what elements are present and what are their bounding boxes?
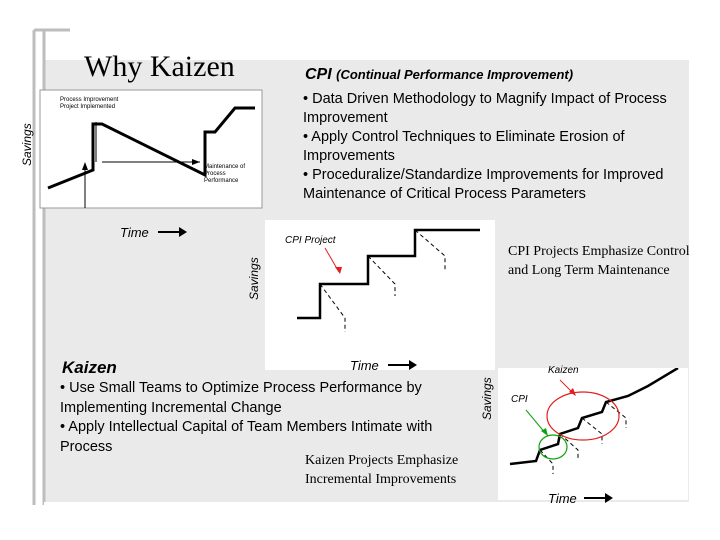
page-title: Why Kaizen <box>84 50 235 83</box>
diagram3-axis-y: Savings <box>480 377 494 420</box>
diagram2-dash <box>414 229 446 270</box>
diagram1-arrowhead-up <box>82 162 88 170</box>
diagram3-incremental-line <box>509 368 679 466</box>
diagram3-graphic <box>509 368 679 474</box>
diagram1-graphic <box>47 106 255 208</box>
diagram2-dash <box>319 283 346 332</box>
diagram2-time-arrow <box>388 360 417 370</box>
diagram2-axis-x: Time <box>350 358 379 373</box>
diagram1-time-arrow <box>158 227 187 237</box>
diagram2-pointer-arrowhead <box>335 267 342 274</box>
diagram3-axis-x: Time <box>548 491 577 506</box>
diagram1-box <box>39 89 263 209</box>
diagram2-label: CPI Project <box>285 235 336 246</box>
kaizen-heading: Kaizen <box>62 358 117 377</box>
diagram3-cpi-ellipse <box>538 434 568 460</box>
diagram3-dash <box>559 433 579 460</box>
diagram2-dash <box>367 255 396 296</box>
diagram2-staircase <box>297 228 480 320</box>
diagram1-label-project: Process Improvement Project Implemented <box>60 97 119 110</box>
kaizen-bullet-list: • Use Small Teams to Optimize Process Pe… <box>60 379 470 457</box>
diagram3-dash <box>581 417 603 444</box>
diagram1-axis-y: Savings <box>20 123 34 166</box>
diagram2-axis-y: Savings <box>247 257 261 300</box>
diagram3-dash <box>605 401 627 428</box>
diagram1-savings-line <box>47 106 255 190</box>
cpi-heading-sub: (Continual Performance Improvement) <box>336 67 574 82</box>
cpi-bullet: • Data Driven Methodology to Magnify Imp… <box>303 91 667 126</box>
diagram3-time-arrow <box>584 493 613 503</box>
kaizen-note: Kaizen Projects Emphasize Incremental Im… <box>305 453 459 487</box>
diagram1-arrowhead-right <box>192 159 200 165</box>
kaizen-bullet: • Use Small Teams to Optimize Process Pe… <box>60 380 422 416</box>
cpi-heading-main: CPI <box>305 66 332 83</box>
diagram2-graphic <box>297 228 480 332</box>
cpi-bullet-list: • Data Driven Methodology to Magnify Imp… <box>303 90 698 204</box>
diagram3-kaizen-ellipse <box>546 391 620 441</box>
diagram1-axis-x: Time <box>120 225 149 240</box>
cpi-heading: CPI (Continual Performance Improvement) <box>305 66 573 84</box>
cpi-bullet: • Proceduralize/Standardize Improvements… <box>303 167 664 202</box>
cpi-note: CPI Projects Emphasize Control and Long … <box>508 244 690 278</box>
kaizen-bullet: • Apply Intellectual Capital of Team Mem… <box>60 419 433 455</box>
diagram3-box <box>498 368 688 500</box>
diagram3-label-kaizen: Kaizen <box>548 365 579 376</box>
diagram2-box <box>265 220 495 370</box>
cpi-bullet: • Apply Control Techniques to Eliminate … <box>303 129 625 164</box>
bottom-strip <box>44 502 689 540</box>
diagram3-label-cpi: CPI <box>511 394 528 405</box>
diagram1-label-maintenance: Maintenance of Process Performance <box>204 164 246 184</box>
